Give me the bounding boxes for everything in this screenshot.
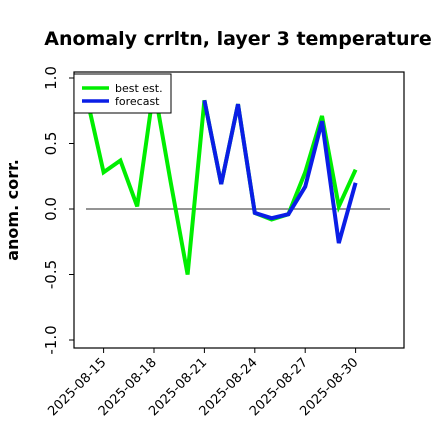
- y-tick-label: -0.5: [42, 260, 60, 289]
- chart-title: Anomaly crrltn, layer 3 temperature: [44, 28, 432, 50]
- y-tick-label: 0.0: [42, 197, 60, 221]
- plot-area: -1.0-0.50.00.51.02025-08-152025-08-18202…: [42, 66, 405, 419]
- y-tick-label: 1.0: [42, 66, 60, 90]
- y-axis-label: anom. corr.: [3, 159, 22, 261]
- y-tick-label: -1.0: [42, 325, 60, 354]
- series-line-forecast: [202, 99, 358, 244]
- legend-label-best-est: best est.: [115, 82, 163, 95]
- plot-frame: [73, 71, 405, 349]
- y-tick-label: 0.5: [42, 132, 60, 156]
- legend: [73, 73, 172, 114]
- legend-label-forecast: forecast: [115, 95, 160, 108]
